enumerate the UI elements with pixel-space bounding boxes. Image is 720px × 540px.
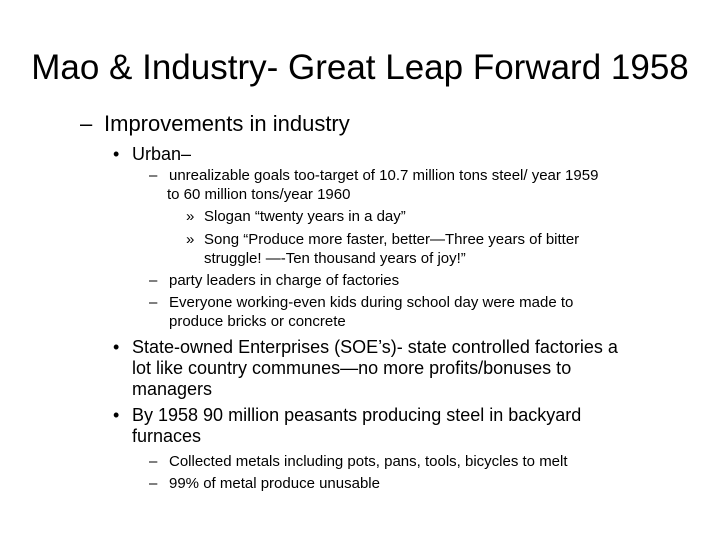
bullet-text: Urban– <box>132 144 192 164</box>
text-line: State-owned Enterprises (SOE’s)- state c… <box>132 337 618 357</box>
bullet-text: Slogan “twenty years in a day” <box>204 208 406 225</box>
text-line: produce bricks or concrete <box>169 313 346 330</box>
text-line: managers <box>132 379 213 399</box>
text-line: to 60 million tons/year 1960 <box>167 186 351 203</box>
bullet-text: Collected metals including pots, pans, t… <box>169 453 568 470</box>
bullet-text: 99% of metal produce unusable <box>169 475 380 492</box>
dash-marker: – <box>149 294 158 311</box>
dash-marker: – <box>149 167 158 184</box>
bullet-text: party leaders in charge of factories <box>169 272 400 289</box>
slide-title: Mao & Industry- Great Leap Forward 1958 <box>31 48 689 87</box>
chevron-marker: » <box>186 208 195 225</box>
dot-marker: • <box>113 405 120 425</box>
bullet-text: unrealizable goals too-target of 10.7 mi… <box>167 166 599 204</box>
bullet-text: By 1958 90 million peasants producing st… <box>132 405 581 447</box>
dash-marker: – <box>80 111 93 136</box>
text-line: furnaces <box>132 426 202 446</box>
dot-marker: • <box>113 337 120 357</box>
dash-marker: – <box>149 453 158 470</box>
dash-marker: – <box>149 475 158 492</box>
dash-marker: – <box>149 272 158 289</box>
text-line: Everyone working-even kids during school… <box>169 294 574 311</box>
text-line: Song “Produce more faster, better—Three … <box>204 231 580 248</box>
bullet-text: Everyone working-even kids during school… <box>169 293 573 331</box>
text-line: lot like country communes—no more profit… <box>132 358 572 378</box>
text-line: struggle! —-Ten thousand years of joy!” <box>204 250 466 267</box>
text-line: By 1958 90 million peasants producing st… <box>132 405 582 425</box>
bullet-text: Song “Produce more faster, better—Three … <box>204 230 579 268</box>
bullet-text: State-owned Enterprises (SOE’s)- state c… <box>132 337 618 400</box>
text-line: unrealizable goals too-target of 10.7 mi… <box>169 167 599 184</box>
dot-marker: • <box>113 144 120 164</box>
chevron-marker: » <box>186 231 195 248</box>
bullet-text: Improvements in industry <box>104 111 350 136</box>
